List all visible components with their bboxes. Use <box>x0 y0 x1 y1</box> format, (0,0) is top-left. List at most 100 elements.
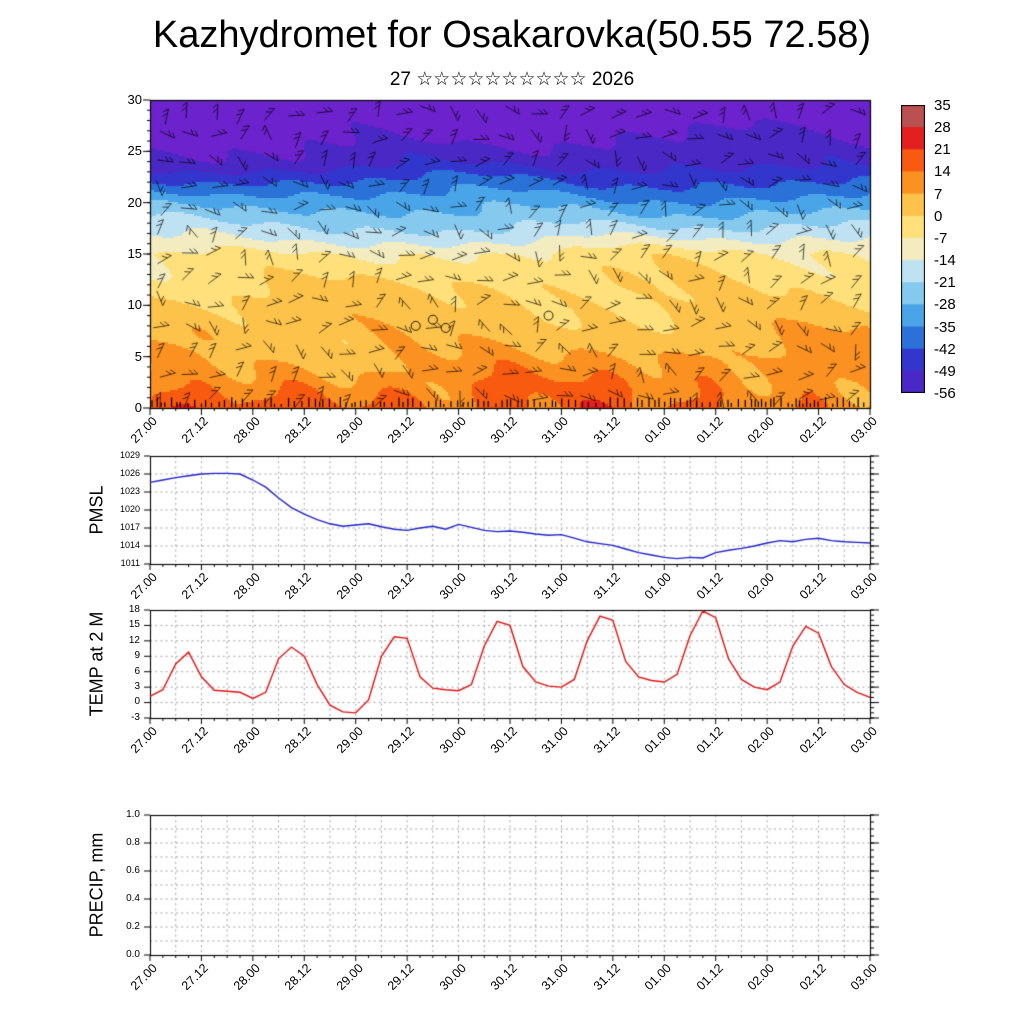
y-tick-label: 0.8 <box>126 836 140 848</box>
x-tick-label: 31.12 <box>590 414 623 447</box>
x-tick-label: 27.12 <box>179 414 212 447</box>
x-tick-label: 27.12 <box>179 570 212 603</box>
x-tick-label: 31.00 <box>539 961 572 994</box>
colorbar-tick-label: 0 <box>934 207 943 225</box>
y-tick-label: 0.4 <box>126 892 140 904</box>
y-tick-label: 30 <box>127 91 142 107</box>
y-tick-label: 0.6 <box>126 864 140 876</box>
x-tick-label: 28.12 <box>282 724 315 757</box>
y-tick-label: 1023 <box>119 486 140 497</box>
x-tick-label: 03.00 <box>847 961 880 994</box>
x-tick-label: 01.00 <box>642 570 675 603</box>
x-tick-label: 28.00 <box>230 724 263 757</box>
x-tick-label: 27.00 <box>127 961 160 994</box>
x-tick-label: 27.00 <box>127 570 160 603</box>
x-tick-label: 01.12 <box>693 961 726 994</box>
y-tick-label: 18 <box>128 603 140 615</box>
y-tick-label: 1026 <box>119 468 140 479</box>
x-tick-label: 29.00 <box>333 570 366 603</box>
y-tick-label: 3 <box>134 680 140 692</box>
x-tick-label: 02.00 <box>745 724 778 757</box>
x-tick-label: 31.12 <box>590 570 623 603</box>
temp-y-axis-labels: -3 0 3 6 9 12 15 18 <box>96 604 144 723</box>
x-tick-label: 30.12 <box>487 570 520 603</box>
x-tick-label: 28.12 <box>282 414 315 447</box>
colorbar-tick-label: 14 <box>934 163 951 181</box>
temp-x-axis-labels: 27.00 27.12 28.00 28.12 29.00 29.12 30.00 30.12… <box>128 724 880 778</box>
x-tick-label: 29.12 <box>385 570 418 603</box>
x-tick-label: 29.12 <box>385 961 418 994</box>
x-tick-label: 02.12 <box>796 570 829 603</box>
colorbar-tick-label: -56 <box>934 385 956 402</box>
y-tick-label: 10 <box>127 297 142 313</box>
cross-section-plot <box>136 94 890 420</box>
page-subtitle: 27 ☆☆☆☆☆☆☆☆☆☆ 2026 <box>389 69 635 90</box>
y-tick-label: 20 <box>127 194 142 210</box>
y-tick-label: 1014 <box>119 540 140 551</box>
x-tick-label: 31.00 <box>539 570 572 603</box>
x-tick-label: 03.00 <box>847 414 880 447</box>
x-tick-label: 02.12 <box>796 414 829 447</box>
y-tick-label: -3 <box>131 711 140 723</box>
x-tick-label: 02.12 <box>796 961 829 994</box>
colorbar-tick-label: -28 <box>934 296 956 314</box>
x-tick-label: 27.12 <box>179 961 212 994</box>
x-tick-label: 30.12 <box>487 414 520 447</box>
pmsl-y-axis-labels: 1011 1014 1017 1020 1023 1026 1029 <box>96 450 144 568</box>
y-tick-label: 0 <box>134 696 140 708</box>
x-tick-label: 31.00 <box>539 414 572 447</box>
x-tick-label: 29.00 <box>333 724 366 757</box>
x-tick-label: 29.12 <box>385 414 418 447</box>
x-tick-label: 28.12 <box>282 570 315 603</box>
x-tick-label: 27.00 <box>127 724 160 757</box>
page-title: Kazhydromet for Osakarovka(50.55 72.58) <box>152 14 872 56</box>
colorbar-tick-label: -7 <box>934 229 948 247</box>
colorbar-tick-label: 28 <box>934 119 951 137</box>
x-tick-label: 29.00 <box>333 414 366 447</box>
x-tick-label: 01.12 <box>693 414 726 447</box>
y-tick-label: 15 <box>128 619 140 631</box>
temp-panel <box>136 604 890 732</box>
precip-x-axis-labels: 27.00 27.12 28.00 28.12 29.00 29.12 30.00 30.12… <box>128 961 880 1015</box>
y-tick-label: 12 <box>128 634 140 646</box>
precip-panel <box>136 809 890 969</box>
x-tick-label: 28.00 <box>230 414 263 447</box>
y-tick-label: 1029 <box>119 450 140 461</box>
x-tick-label: 30.00 <box>436 961 469 994</box>
precip-y-axis-labels: 0.0 0.2 0.4 0.6 0.8 1.0 <box>96 809 144 960</box>
y-tick-label: 0.2 <box>126 920 140 932</box>
x-tick-label: 02.12 <box>796 724 829 757</box>
y-tick-label: 0 <box>134 399 142 415</box>
y-tick-label: 1.0 <box>126 808 140 820</box>
x-tick-label: 02.00 <box>745 414 778 447</box>
x-tick-label: 27.00 <box>127 414 160 447</box>
colorbar <box>901 105 925 393</box>
cross-section-y-axis-labels: 0 5 10 15 20 25 30 <box>100 92 146 415</box>
x-tick-label: 27.12 <box>179 724 212 757</box>
x-tick-label: 31.12 <box>590 724 623 757</box>
y-tick-label: 6 <box>134 665 140 677</box>
colorbar-tick-label: -42 <box>934 340 956 358</box>
y-tick-label: 25 <box>127 143 142 159</box>
x-tick-label: 02.00 <box>745 570 778 603</box>
y-tick-label: 0.0 <box>126 948 140 960</box>
x-tick-label: 01.00 <box>642 724 675 757</box>
x-tick-label: 28.00 <box>230 961 263 994</box>
pmsl-panel <box>136 450 890 578</box>
y-tick-label: 5 <box>134 348 142 364</box>
x-tick-label: 29.12 <box>385 724 418 757</box>
colorbar-tick-label: 21 <box>934 141 951 159</box>
colorbar-tick-label: -21 <box>934 274 956 292</box>
colorbar-tick-label: -14 <box>934 252 956 270</box>
x-tick-label: 30.12 <box>487 724 520 757</box>
x-tick-label: 28.00 <box>230 570 263 603</box>
y-tick-label: 1017 <box>119 522 140 533</box>
y-tick-label: 1020 <box>119 504 140 515</box>
colorbar-tick-label: 7 <box>934 185 943 203</box>
x-tick-label: 01.12 <box>693 570 726 603</box>
y-tick-label: 1011 <box>120 558 140 569</box>
y-tick-label: 9 <box>134 650 140 662</box>
x-tick-label: 01.12 <box>693 724 726 757</box>
x-tick-label: 30.00 <box>436 414 469 447</box>
